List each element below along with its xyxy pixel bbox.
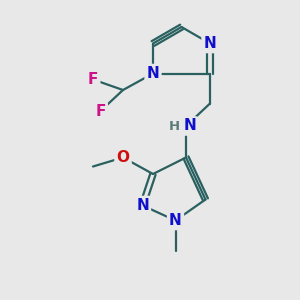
Text: N: N <box>204 36 216 51</box>
Text: N: N <box>136 198 149 213</box>
Text: F: F <box>88 72 98 87</box>
Text: N: N <box>183 118 196 134</box>
Text: F: F <box>95 103 106 118</box>
Text: H: H <box>169 119 180 133</box>
Text: O: O <box>116 150 130 165</box>
Text: N: N <box>169 213 182 228</box>
Text: N: N <box>147 66 159 81</box>
